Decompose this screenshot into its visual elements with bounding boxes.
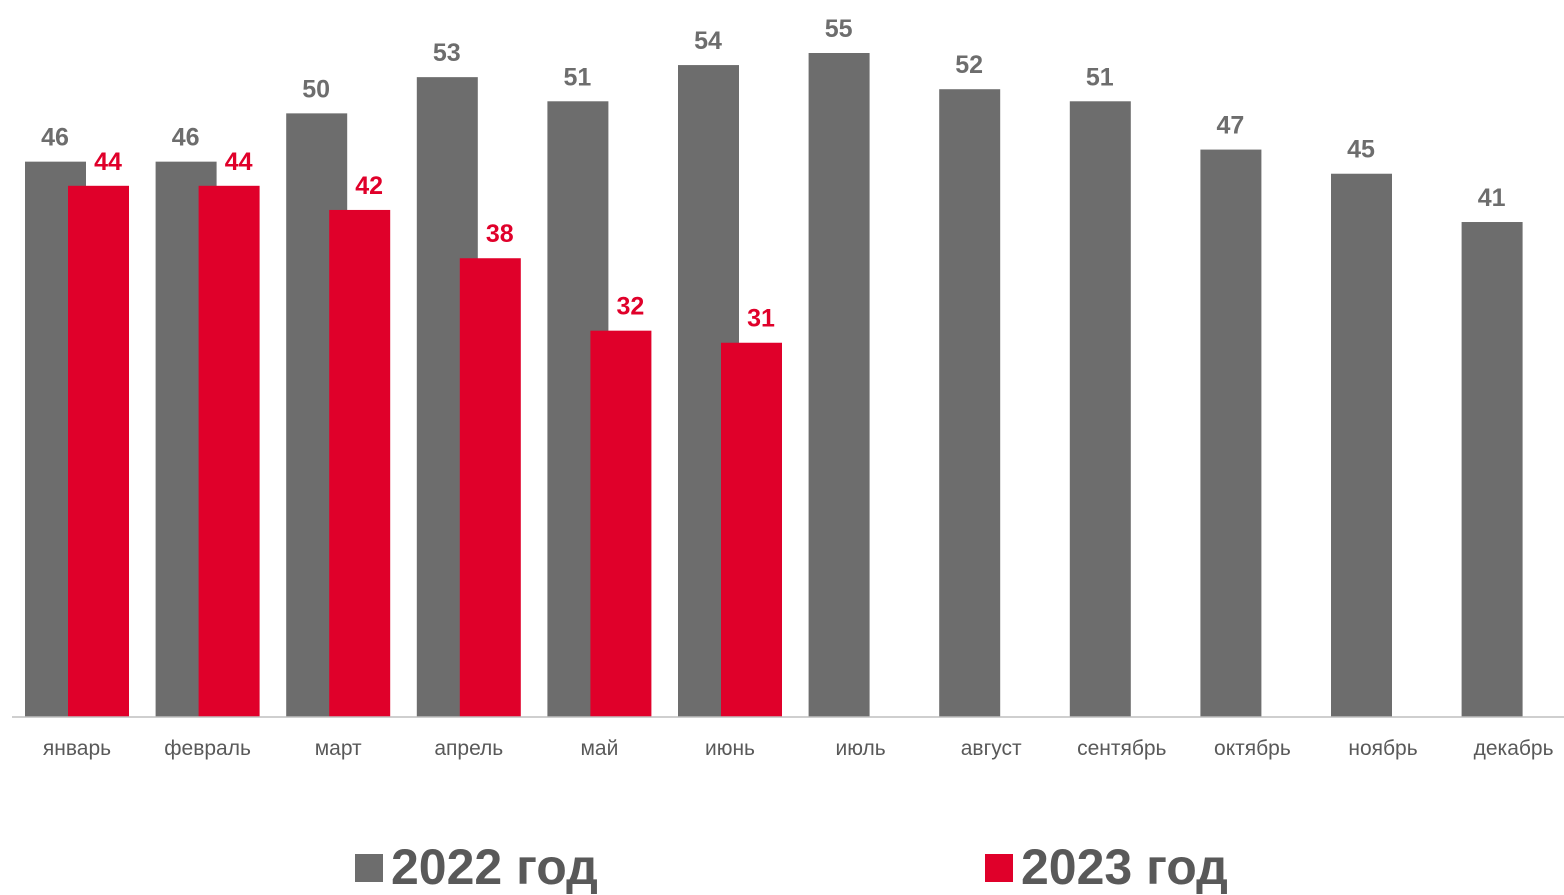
bar-2023-4 xyxy=(590,330,652,717)
bar-2023-3 xyxy=(459,258,521,717)
value-label-2023-5: 31 xyxy=(747,305,775,333)
x-tick-label-4: май xyxy=(580,737,618,760)
legend-item-2023: 2023 год xyxy=(985,840,1228,895)
bar-2023-0 xyxy=(68,185,129,718)
legend-swatch-2023 xyxy=(985,853,1013,882)
bar-2022-7 xyxy=(939,89,1001,717)
legend: 2022 год 2023 год xyxy=(0,840,1564,895)
bar-2022-8 xyxy=(1069,101,1131,718)
value-label-2022-6: 55 xyxy=(825,15,853,43)
x-tick-labels-group: январь февраль март апрель май июнь июль август… xyxy=(43,737,1554,760)
value-label-2023-4: 32 xyxy=(616,293,644,321)
value-label-2022-3: 53 xyxy=(433,39,461,67)
value-label-2022-1: 46 xyxy=(172,124,200,152)
value-labels-group: 46 44 46 44 50 42 53 38 51 32 54 31 55 52 51 47 45 41 xyxy=(41,15,1506,333)
x-tick-label-10: ноябрь xyxy=(1348,737,1417,760)
value-label-2023-0: 44 xyxy=(94,148,122,176)
bar-2023-1 xyxy=(198,185,260,718)
value-label-2022-8: 51 xyxy=(1086,63,1114,91)
value-label-2022-2: 50 xyxy=(302,75,330,103)
x-tick-label-2: март xyxy=(315,737,362,760)
legend-swatch-2022 xyxy=(355,853,383,882)
x-tick-label-3: апрель xyxy=(434,737,503,760)
bars-group xyxy=(25,53,1523,718)
x-tick-label-6: июль xyxy=(835,737,885,760)
x-tick-label-11: декабрь xyxy=(1474,737,1554,760)
value-label-2022-5: 54 xyxy=(694,27,722,55)
value-label-2022-0: 46 xyxy=(41,124,69,152)
x-tick-label-9: октябрь xyxy=(1214,737,1291,760)
x-tick-label-0: январь xyxy=(43,737,111,760)
value-label-2023-2: 42 xyxy=(355,172,383,200)
value-label-2022-10: 45 xyxy=(1347,136,1375,164)
legend-label-2022: 2022 год xyxy=(391,839,598,895)
value-label-2022-9: 47 xyxy=(1216,112,1244,140)
x-tick-label-1: февраль xyxy=(164,737,251,760)
bar-2023-5 xyxy=(721,342,782,717)
bar-2022-11 xyxy=(1461,222,1523,717)
bar-2022-6 xyxy=(808,53,870,717)
value-label-2022-11: 41 xyxy=(1478,184,1506,212)
legend-item-2022: 2022 год xyxy=(355,840,598,895)
legend-label-2023: 2023 год xyxy=(1021,839,1228,895)
value-label-2023-3: 38 xyxy=(486,220,514,248)
value-label-2022-7: 52 xyxy=(955,51,983,79)
value-label-2023-1: 44 xyxy=(225,148,253,176)
x-tick-label-5: июнь xyxy=(705,737,755,760)
bar-2022-9 xyxy=(1200,149,1262,718)
x-tick-label-8: сентябрь xyxy=(1077,737,1166,760)
value-label-2022-4: 51 xyxy=(563,63,591,91)
bar-2022-10 xyxy=(1331,173,1392,717)
x-tick-label-7: август xyxy=(961,737,1022,760)
bar-2023-2 xyxy=(329,209,391,718)
